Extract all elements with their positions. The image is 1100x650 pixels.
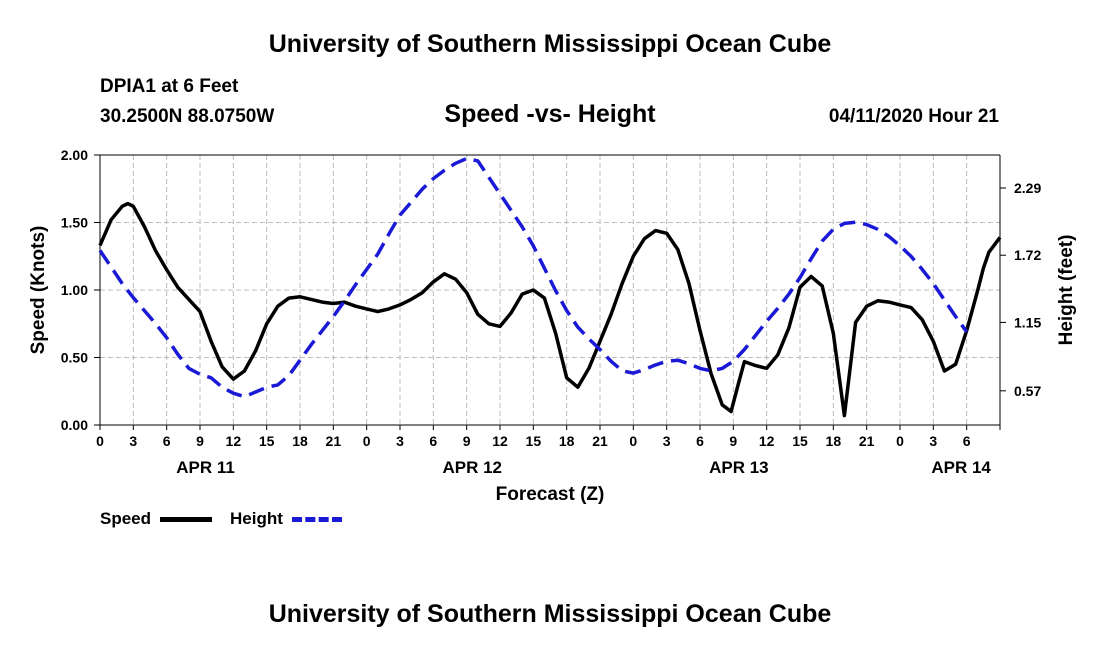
x-tick-label: 15 bbox=[526, 433, 542, 449]
y2-axis-title: Height (feet) bbox=[1056, 235, 1077, 346]
x-tick-label: 6 bbox=[163, 433, 171, 449]
x-tick-label: 18 bbox=[826, 433, 842, 449]
x-tick-label: 15 bbox=[259, 433, 275, 449]
x-tick-label: 0 bbox=[363, 433, 371, 449]
x-tick-label: 0 bbox=[629, 433, 637, 449]
series-line-speed bbox=[98, 201, 1002, 418]
x-axis-title: Forecast (Z) bbox=[496, 484, 605, 505]
x-tick-label: 0 bbox=[96, 433, 104, 449]
x-tick-label: 9 bbox=[729, 433, 737, 449]
x-tick-label: 9 bbox=[196, 433, 204, 449]
x-tick-label: 15 bbox=[792, 433, 808, 449]
x-date-label: APR 12 bbox=[442, 458, 502, 477]
x-tick-label: 3 bbox=[396, 433, 404, 449]
coordinates-label: 30.2500N 88.0750W bbox=[100, 106, 275, 127]
series-line-height bbox=[98, 156, 969, 399]
y2-tick-label: 1.15 bbox=[1014, 314, 1041, 330]
x-tick-label: 0 bbox=[896, 433, 904, 449]
x-tick-label: 3 bbox=[129, 433, 137, 449]
x-date-label: APR 14 bbox=[931, 458, 991, 477]
x-tick-label: 6 bbox=[696, 433, 704, 449]
footer-title: University of Southern Mississippi Ocean… bbox=[268, 600, 832, 628]
x-tick-label: 6 bbox=[429, 433, 437, 449]
y2-tick-label: 1.72 bbox=[1014, 247, 1041, 263]
x-tick-label: 18 bbox=[292, 433, 308, 449]
x-tick-label: 18 bbox=[559, 433, 575, 449]
forecast-datetime: 04/11/2020 Hour 21 bbox=[828, 106, 999, 127]
y-tick-label: 2.00 bbox=[61, 147, 88, 163]
x-tick-label: 9 bbox=[463, 433, 471, 449]
x-tick-label: 12 bbox=[492, 433, 508, 449]
x-tick-label: 12 bbox=[226, 433, 242, 449]
x-date-label: APR 11 bbox=[176, 458, 235, 477]
y-tick-label: 0.50 bbox=[61, 350, 88, 366]
y2-tick-label: 2.29 bbox=[1014, 180, 1041, 196]
chart-subtitle: Speed -vs- Height bbox=[444, 100, 656, 128]
y-axis-title: Speed (Knots) bbox=[28, 226, 49, 355]
y-tick-label: 1.00 bbox=[61, 282, 88, 298]
page-title: University of Southern Mississippi Ocean… bbox=[268, 30, 832, 58]
legend-height-swatch bbox=[292, 517, 342, 522]
x-tick-label: 21 bbox=[326, 433, 342, 449]
x-tick-label: 3 bbox=[663, 433, 671, 449]
y2-tick-label: 0.57 bbox=[1014, 383, 1041, 399]
y-tick-label: 0.00 bbox=[61, 417, 88, 433]
y-tick-label: 1.50 bbox=[61, 215, 88, 231]
legend-speed-label: Speed bbox=[100, 509, 152, 528]
x-tick-label: 21 bbox=[859, 433, 875, 449]
x-tick-label: 21 bbox=[592, 433, 608, 449]
legend-speed-swatch bbox=[160, 517, 212, 522]
station-label: DPIA1 at 6 Feet bbox=[100, 76, 239, 97]
legend-height-label: Height bbox=[230, 509, 283, 528]
x-date-label: APR 13 bbox=[709, 458, 769, 477]
x-tick-label: 3 bbox=[929, 433, 937, 449]
x-tick-label: 6 bbox=[963, 433, 971, 449]
x-tick-label: 12 bbox=[759, 433, 775, 449]
